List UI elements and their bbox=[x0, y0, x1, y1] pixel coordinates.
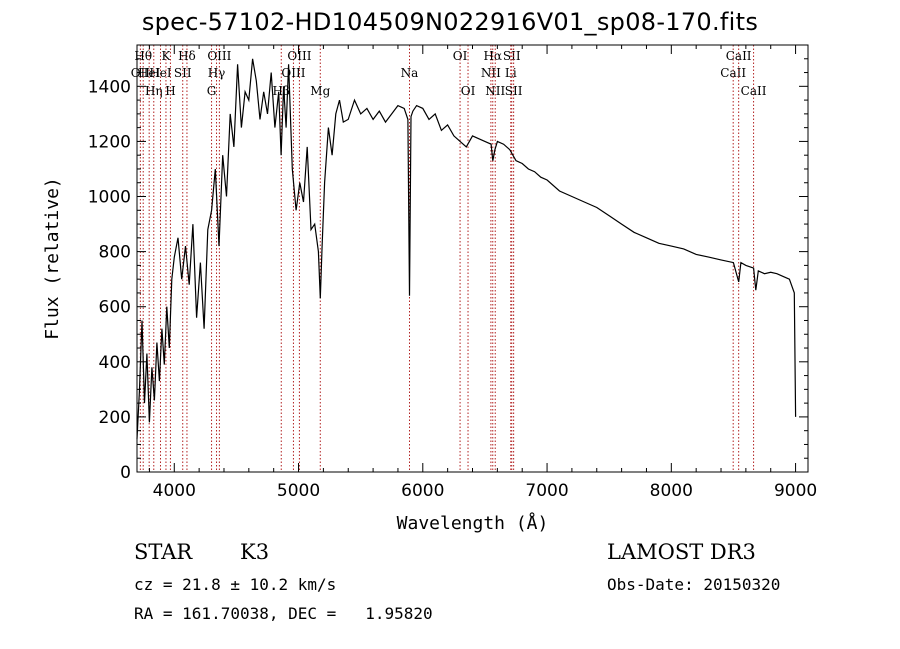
spectral-line-label: CaII bbox=[720, 66, 746, 80]
spectral-line-label: K bbox=[161, 49, 171, 63]
redshift-velocity: cz = 21.8 ± 10.2 km/s bbox=[134, 575, 337, 594]
y-tick-label: 1200 bbox=[88, 132, 131, 152]
spectral-line-label: OI bbox=[461, 84, 476, 98]
x-tick-label: 4000 bbox=[153, 481, 196, 501]
spectral-line-label: HeI bbox=[138, 66, 161, 80]
spectral-line-label: Na bbox=[401, 66, 419, 80]
y-tick-label: 800 bbox=[99, 243, 131, 263]
y-tick-label: 1400 bbox=[88, 77, 131, 97]
coordinates: RA = 161.70038, DEC = 1.95820 bbox=[134, 604, 433, 623]
spectral-line-label: CaII bbox=[726, 49, 752, 63]
x-tick-label: 6000 bbox=[401, 481, 444, 501]
spectral-line-label: OIII bbox=[287, 49, 311, 63]
spectral-line-label: OI bbox=[453, 49, 468, 63]
y-tick-label: 600 bbox=[99, 298, 131, 318]
object-subclass: K3 bbox=[240, 540, 270, 564]
plot-frame bbox=[136, 44, 809, 473]
spectral-line-label: Hγ bbox=[208, 66, 226, 80]
x-axis-label: Wavelength (Å) bbox=[397, 512, 549, 534]
spectral-line-label: Hα bbox=[483, 49, 502, 63]
object-class: STAR bbox=[134, 540, 193, 564]
spectral-line-label: SII bbox=[505, 84, 523, 98]
y-tick-label: 0 bbox=[120, 463, 131, 483]
spectral-line-label: HeI bbox=[149, 66, 172, 80]
spectral-line-label: NII bbox=[485, 84, 505, 98]
spectral-line-label: CaII bbox=[741, 84, 767, 98]
spectral-line-label: Hδ bbox=[178, 49, 196, 63]
spectral-line-label: SII bbox=[503, 49, 521, 63]
survey-name: LAMOST DR3 bbox=[607, 540, 756, 564]
spectral-line-label: NII bbox=[481, 66, 501, 80]
x-tick-label: 8000 bbox=[650, 481, 693, 501]
chart-title: spec-57102-HD104509N022916V01_sp08-170.f… bbox=[141, 8, 759, 36]
x-tick-label: 7000 bbox=[525, 481, 568, 501]
spectral-line-label: OIII bbox=[207, 49, 231, 63]
spectrum-line bbox=[136, 58, 797, 439]
spectral-line-label: Hθ bbox=[134, 49, 152, 63]
spectral-line-label: Li bbox=[505, 66, 517, 80]
x-tick-label: 9000 bbox=[774, 481, 817, 501]
spectral-line-label: Hη bbox=[145, 84, 163, 98]
spectral-line-label: SII bbox=[174, 66, 192, 80]
y-tick-label: 400 bbox=[99, 353, 131, 373]
x-tick-label: 5000 bbox=[277, 481, 320, 501]
observation-date: Obs-Date: 20150320 bbox=[607, 575, 781, 594]
spectral-line-label: Mg bbox=[310, 84, 330, 98]
y-tick-label: 1000 bbox=[88, 188, 131, 208]
spectral-line-label: OIII bbox=[281, 66, 305, 80]
y-axis-label: Flux (relative) bbox=[42, 177, 63, 340]
y-tick-label: 200 bbox=[99, 408, 131, 428]
spectral-line-label: G bbox=[207, 84, 217, 98]
spectral-line-label: Hβ bbox=[273, 84, 290, 98]
spectral-line-label: H bbox=[165, 84, 175, 98]
